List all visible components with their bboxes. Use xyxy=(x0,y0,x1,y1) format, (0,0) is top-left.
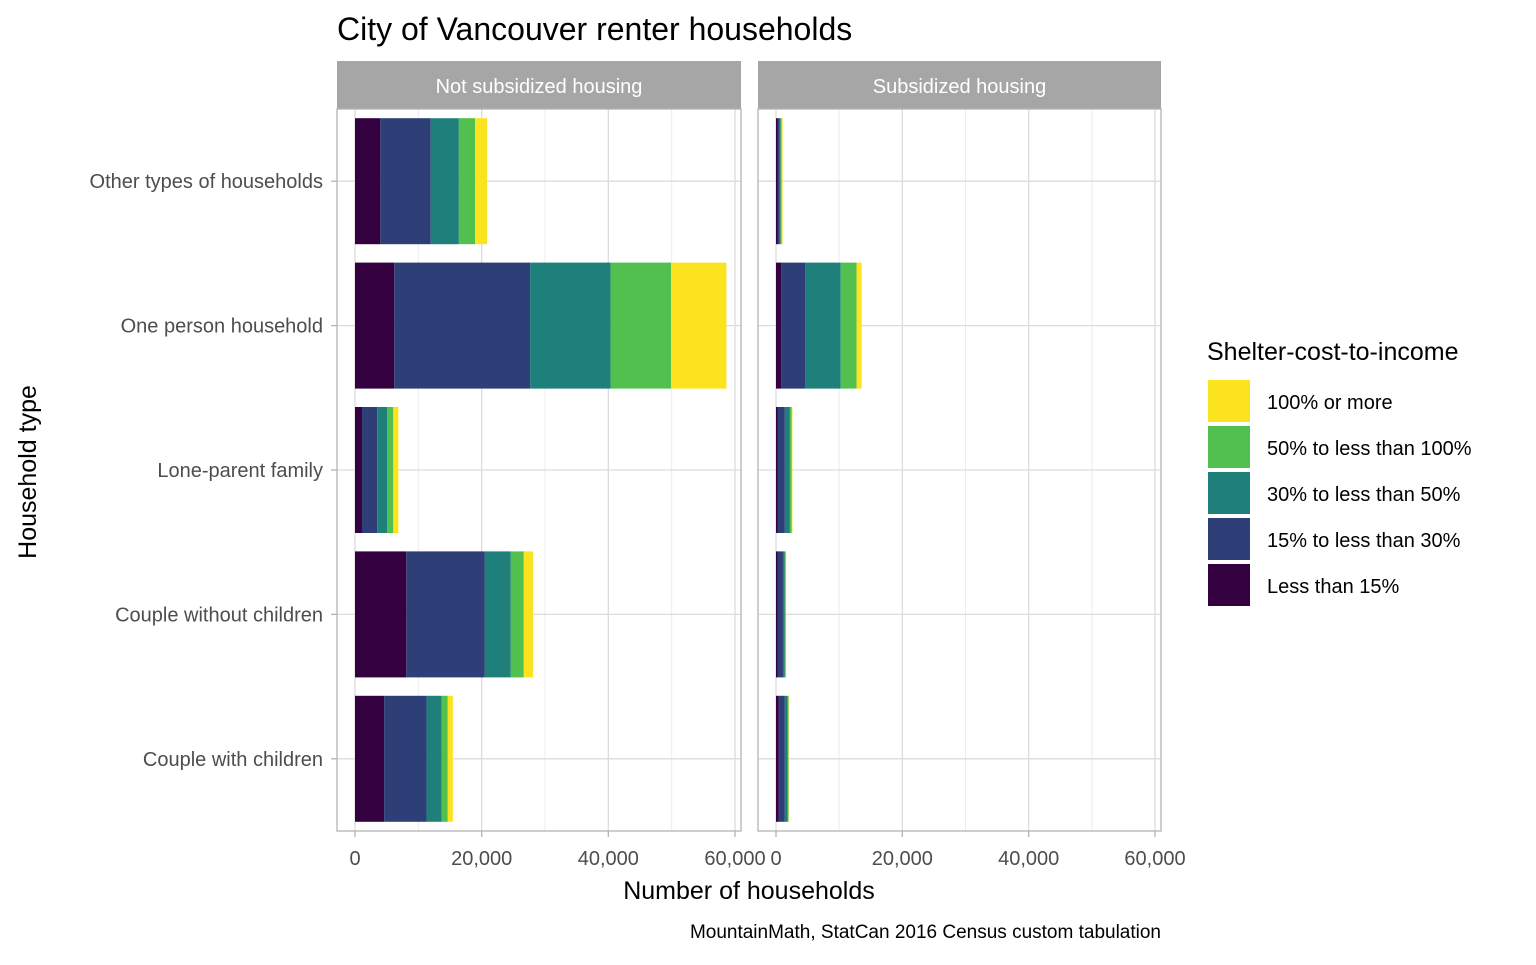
bar-segment xyxy=(355,263,394,389)
bar-segment xyxy=(448,696,453,822)
legend-label: 100% or more xyxy=(1267,392,1393,414)
bar-segment xyxy=(781,118,782,244)
legend-key xyxy=(1208,518,1250,560)
legend: Shelter-cost-to-income 100% or more 50% t… xyxy=(1207,338,1472,606)
facet-strip-label: Not subsidized housing xyxy=(436,76,643,98)
bar-segment xyxy=(530,263,610,389)
bar-segment xyxy=(394,263,530,389)
bar-segment xyxy=(459,118,475,244)
y-axis-ticks: Other types of households One person hous… xyxy=(90,171,337,771)
facet-strip-label: Subsidized housing xyxy=(873,76,1046,98)
bar-segment xyxy=(778,407,785,533)
bar-segment xyxy=(785,407,790,533)
bar-segment xyxy=(805,263,841,389)
bar-segment xyxy=(781,263,805,389)
bar-segment xyxy=(355,551,406,677)
x-tick-label: 40,000 xyxy=(998,848,1059,870)
bar-segment xyxy=(387,407,393,533)
legend-key xyxy=(1208,426,1250,468)
legend-label: 15% to less than 30% xyxy=(1267,530,1461,552)
bar-segment xyxy=(384,696,426,822)
bar-segment xyxy=(362,407,377,533)
bar-segment xyxy=(377,407,387,533)
bar-segment xyxy=(611,263,671,389)
legend-label: Less than 15% xyxy=(1267,576,1400,598)
y-tick-label: Lone-parent family xyxy=(157,460,323,482)
legend-label: 50% to less than 100% xyxy=(1267,438,1472,460)
legend-label: 30% to less than 50% xyxy=(1267,484,1461,506)
bar-segment xyxy=(485,551,511,677)
bar-segment xyxy=(785,696,788,822)
x-tick-label: 60,000 xyxy=(704,848,765,870)
x-tick-label: 0 xyxy=(349,848,360,870)
caption: MountainMath, StatCan 2016 Census custom… xyxy=(690,922,1161,943)
bar-segment xyxy=(380,118,430,244)
bar-segment xyxy=(783,551,785,677)
bar-segment xyxy=(776,118,778,244)
bar-segment xyxy=(524,551,533,677)
bar-segment xyxy=(355,407,362,533)
legend-key xyxy=(1208,564,1250,606)
bar-segment xyxy=(785,551,786,677)
y-tick-label: Couple with children xyxy=(143,749,323,771)
bar-segment xyxy=(776,696,779,822)
bar-segment xyxy=(857,263,862,389)
bar-segment xyxy=(475,118,487,244)
legend-key xyxy=(1208,380,1250,422)
bar-segment xyxy=(790,407,792,533)
y-tick-label: Couple without children xyxy=(115,604,323,626)
bar-segment xyxy=(431,118,459,244)
bar-segment xyxy=(442,696,448,822)
bar-segment xyxy=(355,696,384,822)
x-axis-label: Number of households xyxy=(623,877,875,905)
bar-segment xyxy=(782,118,783,244)
bar-segment xyxy=(671,263,726,389)
bar-segment xyxy=(393,407,398,533)
x-tick-label: 0 xyxy=(770,848,781,870)
x-tick-label: 20,000 xyxy=(872,848,933,870)
bar-segment xyxy=(778,551,783,677)
x-tick-label: 20,000 xyxy=(451,848,512,870)
bar-segment xyxy=(780,118,781,244)
bar-segment xyxy=(776,263,781,389)
bar-segment xyxy=(778,118,780,244)
bar-segment xyxy=(776,551,778,677)
y-tick-label: Other types of households xyxy=(90,171,323,193)
legend-key xyxy=(1208,472,1250,514)
bar-segment xyxy=(776,407,778,533)
bar-segment xyxy=(779,696,785,822)
panel-1: Subsidized housing 0 20,000 40,000 60,000 xyxy=(758,61,1186,870)
y-tick-label: One person household xyxy=(121,316,323,338)
x-tick-label: 60,000 xyxy=(1124,848,1185,870)
y-axis-label: Household type xyxy=(14,385,42,559)
bar-segment xyxy=(792,407,793,533)
bar-segment xyxy=(427,696,442,822)
bar-segment xyxy=(841,263,857,389)
legend-title: Shelter-cost-to-income xyxy=(1207,338,1458,366)
panels: Not subsidized housing 0 20,000 40,000 60,00… xyxy=(337,61,1186,870)
bar-segment xyxy=(355,118,380,244)
chart-title: City of Vancouver renter households xyxy=(337,11,852,47)
bar-segment xyxy=(406,551,485,677)
x-tick-label: 40,000 xyxy=(578,848,639,870)
bar-segment xyxy=(788,696,789,822)
bar-segment xyxy=(511,551,524,677)
panel-0: Not subsidized housing 0 20,000 40,000 60,00… xyxy=(337,61,766,870)
